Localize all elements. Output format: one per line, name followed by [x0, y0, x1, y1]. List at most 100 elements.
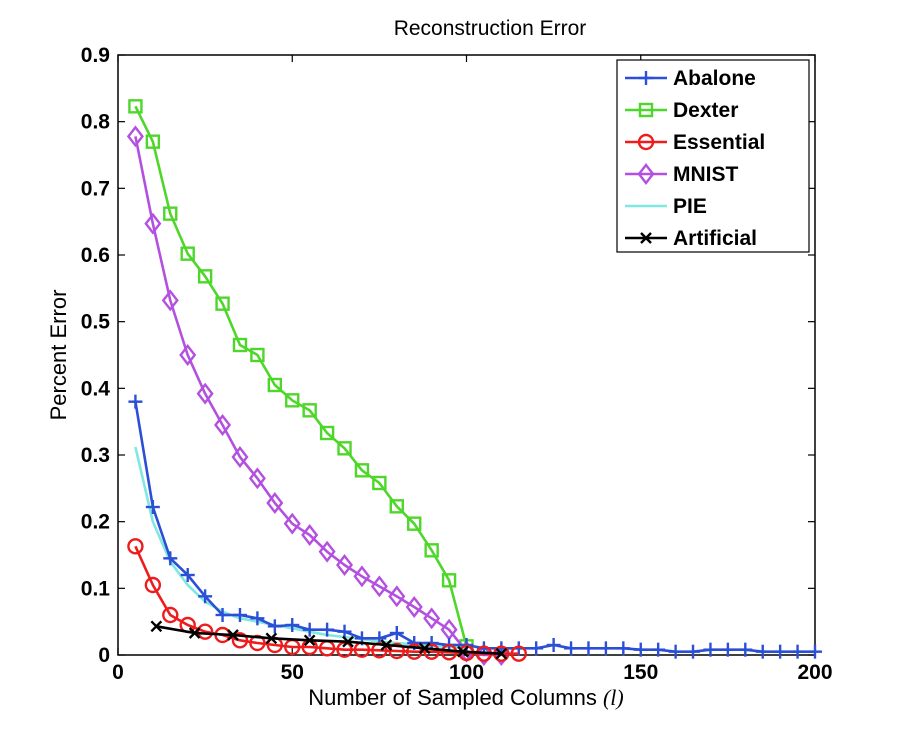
- series-artificial: [150, 620, 508, 660]
- data-point: [126, 125, 144, 148]
- data-point: [738, 642, 753, 657]
- data-point: [179, 344, 197, 366]
- data-point: [163, 551, 178, 566]
- x-tick-label: 200: [797, 661, 832, 684]
- data-point: [266, 492, 284, 514]
- data-point: [318, 540, 336, 563]
- y-tick-label: 0.9: [81, 44, 110, 67]
- data-point: [639, 71, 653, 85]
- legend-label: Dexter: [673, 99, 738, 122]
- data-point: [581, 641, 596, 656]
- data-point: [354, 463, 370, 478]
- data-point: [529, 641, 544, 656]
- data-point: [703, 642, 718, 657]
- data-point: [616, 641, 631, 656]
- data-point: [302, 403, 317, 418]
- data-point: [232, 337, 248, 353]
- data-point: [380, 639, 393, 651]
- x-tick-label: 150: [623, 661, 658, 684]
- y-tick-label: 0.5: [81, 311, 111, 334]
- data-point: [248, 467, 266, 490]
- data-point: [790, 644, 805, 659]
- legend-items: Abalone Dexter Essential MNIST PIE Artificial: [625, 67, 765, 250]
- legend: Abalone Dexter Essential MNIST PIE Artificial: [616, 59, 810, 253]
- data-point: [638, 102, 654, 118]
- legend-entry-essential: Essential: [625, 131, 765, 154]
- data-point: [637, 163, 655, 185]
- series-abalone: [128, 394, 822, 659]
- series-line: [134, 136, 502, 657]
- data-point: [640, 232, 652, 244]
- data-point: [301, 524, 319, 546]
- legend-label: MNIST: [673, 163, 739, 186]
- data-point: [320, 622, 335, 637]
- data-point: [145, 134, 161, 149]
- data-point: [564, 641, 579, 656]
- data-point: [265, 632, 278, 645]
- legend-label: Essential: [673, 131, 765, 154]
- data-point: [755, 644, 770, 659]
- y-tick-label: 0.1: [81, 577, 111, 600]
- data-point: [231, 632, 249, 649]
- data-point: [128, 394, 143, 409]
- data-point: [546, 638, 561, 652]
- x-axis-label: Number of Sampled Columns: [308, 685, 597, 710]
- data-point: [303, 634, 316, 647]
- x-axis-title: Number of Sampled Columns (l): [308, 685, 623, 710]
- data-point: [389, 626, 404, 640]
- data-point: [668, 644, 683, 659]
- y-tick-label: 0.4: [81, 377, 111, 400]
- x-tick-label: 100: [449, 661, 484, 684]
- data-point: [161, 289, 179, 312]
- data-point: [388, 642, 405, 660]
- data-point: [144, 212, 162, 235]
- data-point: [231, 446, 249, 468]
- data-point: [144, 576, 162, 594]
- data-point: [492, 644, 510, 666]
- data-point: [197, 269, 213, 284]
- data-point: [773, 644, 788, 659]
- legend-label: PIE: [673, 195, 707, 218]
- data-point: [267, 377, 283, 393]
- data-point: [250, 611, 265, 626]
- data-point: [405, 596, 423, 618]
- x-axis-variable: (l): [603, 685, 624, 710]
- series-line: [134, 105, 468, 647]
- legend-entry-abalone: Abalone: [625, 67, 756, 90]
- data-point: [196, 623, 214, 640]
- data-point: [227, 629, 239, 641]
- axis-ticks: 0 50 100 150 200 0 0.1 0.2 0.3 0.4 0.5 0.6 0.7 0.8 0.9: [81, 44, 833, 684]
- x-tick-label: 0: [112, 661, 124, 684]
- data-point: [285, 393, 300, 408]
- series-line: [134, 401, 815, 653]
- data-point: [196, 382, 214, 405]
- data-point: [180, 568, 195, 582]
- data-point: [686, 644, 701, 659]
- data-point: [232, 608, 247, 622]
- data-point: [424, 543, 439, 558]
- legend-label: Artificial: [673, 227, 757, 250]
- data-point: [150, 620, 163, 633]
- data-point: [163, 206, 178, 221]
- data-point: [423, 643, 440, 660]
- data-point: [127, 538, 144, 555]
- data-point: [370, 575, 388, 598]
- data-point: [180, 246, 195, 261]
- series-line: [156, 625, 502, 655]
- data-point: [423, 607, 441, 630]
- data-point: [267, 619, 282, 634]
- data-point: [457, 645, 469, 658]
- data-point: [389, 499, 404, 514]
- data-point: [319, 425, 335, 441]
- y-tick-label: 0.2: [81, 511, 110, 534]
- data-point: [637, 133, 655, 151]
- data-point: [510, 645, 527, 662]
- data-point: [633, 642, 648, 657]
- data-point: [250, 347, 265, 363]
- data-point: [342, 635, 354, 648]
- data-point: [188, 627, 201, 639]
- data-point: [372, 475, 387, 491]
- series-layer: [126, 99, 822, 666]
- y-tick-label: 0: [98, 644, 110, 667]
